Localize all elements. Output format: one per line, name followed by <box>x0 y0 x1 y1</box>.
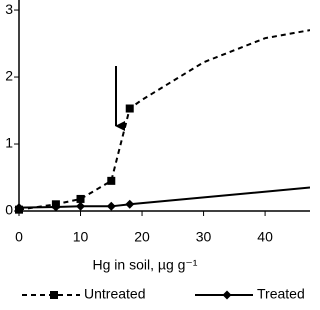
x-axis-label: Hg in soil, µg g⁻¹ <box>93 257 198 273</box>
x-tick-label: 40 <box>257 229 273 245</box>
legend-marker <box>50 291 58 299</box>
legend-marker <box>222 290 232 300</box>
marker <box>125 104 134 113</box>
marker <box>125 199 135 209</box>
marker <box>76 194 85 203</box>
y-tick-label: 0 <box>5 202 13 218</box>
x-tick-label: 10 <box>73 229 89 245</box>
series-line <box>18 29 310 211</box>
marker <box>76 201 86 211</box>
y-tick-label: 1 <box>5 135 13 151</box>
series-line <box>18 186 310 209</box>
x-tick-label: 30 <box>196 229 212 245</box>
x-tick-label: 0 <box>15 229 23 245</box>
x-tick-label: 20 <box>134 229 150 245</box>
marker <box>14 203 24 213</box>
marker <box>51 202 61 212</box>
legend-label: Treated <box>257 286 305 302</box>
y-tick-label: 3 <box>5 1 13 17</box>
marker <box>106 201 116 211</box>
marker <box>107 176 116 185</box>
legend-label: Untreated <box>84 286 145 302</box>
y-tick-label: 2 <box>5 68 13 84</box>
